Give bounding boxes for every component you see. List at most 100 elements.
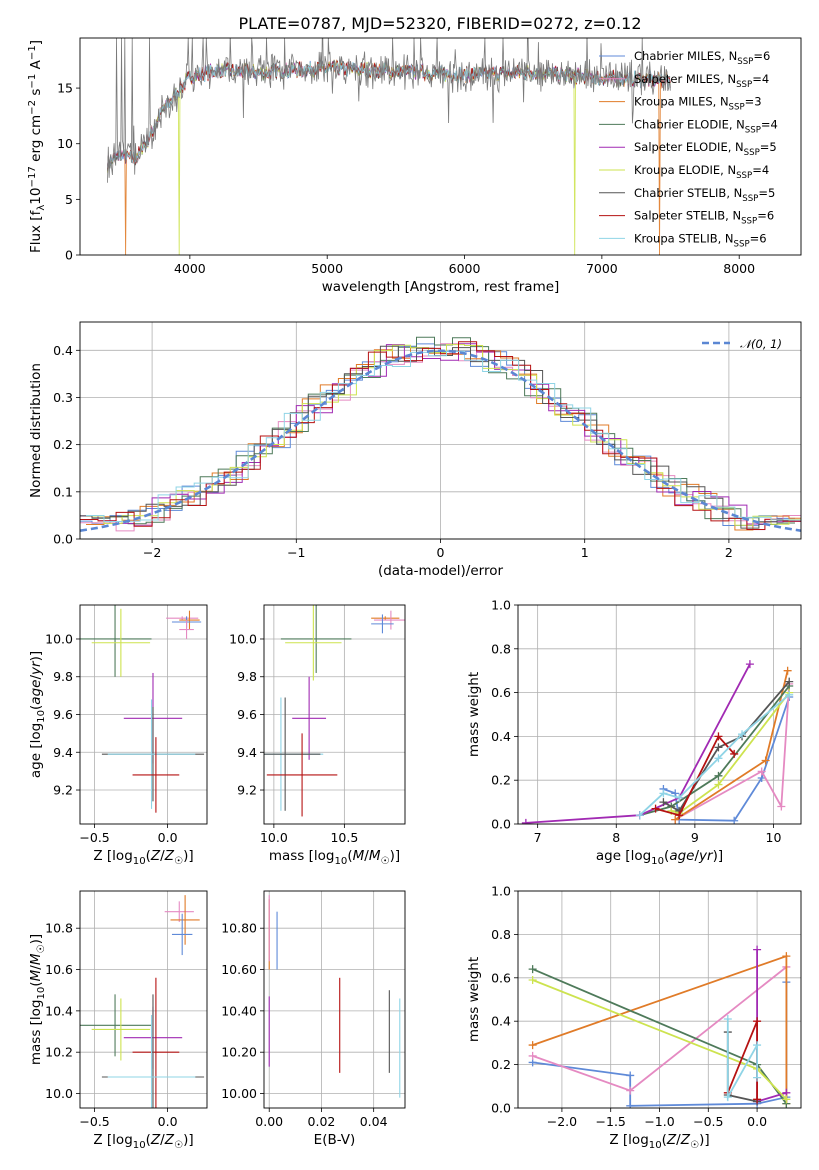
weight-metal-panel: −2.0 −1.5 −1.0 −0.5 0.0 0.0 0.2 0.4 0.6 0.8 1.0 Z […	[466, 884, 802, 1151]
mass-metal-ytick-label: 10.8	[45, 921, 73, 936]
age-mass-xtick-label: 10.5	[330, 830, 358, 845]
residuals-ylabel: Normed distribution	[28, 363, 44, 498]
weight-metal-point-marker	[753, 1095, 762, 1104]
weight-age-ytick-label: 0.8	[491, 641, 511, 656]
weight-metal-ytick-label: 1.0	[491, 884, 511, 899]
spectrum-ytick-label: 5	[65, 192, 73, 207]
weight-age-point-marker	[714, 743, 723, 752]
age-metal-frame	[79, 604, 208, 825]
weight-age-series-line	[663, 696, 791, 822]
residuals-xlabel: (data-model)/error	[378, 563, 504, 579]
age-metal-xtick-label: −0.5	[79, 830, 109, 845]
spectrum-xtick-label: 7000	[586, 261, 618, 276]
weight-metal-ytick-label: 0.4	[491, 1014, 511, 1029]
weight-metal-series-line	[756, 949, 787, 1103]
weight-metal-point-marker	[753, 1073, 762, 1082]
mass-ebv-ytick-label: 10.40	[221, 1003, 257, 1018]
age-mass-ytick-label: 9.4	[237, 745, 257, 760]
mass-ebv-xtick-label: 0.00	[255, 1114, 283, 1129]
spectrum-ytick-label: 0	[65, 248, 73, 263]
residuals-ytick-label: 0.1	[53, 484, 73, 499]
weight-metal-xtick-label: 0.0	[747, 1114, 767, 1129]
mass-metal-plot-area	[80, 895, 205, 1108]
residuals-panel: −2 −1 0 1 2 0.0 0.1 0.2 0.3 0.4 (data-model)/error…	[28, 321, 802, 579]
weight-age-point-marker	[757, 767, 766, 776]
residuals-frame	[79, 321, 802, 540]
mass-metal-xtick-label: 0.0	[158, 1114, 178, 1129]
weight-metal-ytick-label: 0.2	[491, 1057, 511, 1072]
mass-ebv-ytick-label: 10.60	[221, 962, 257, 977]
weight-metal-point-marker	[753, 1017, 762, 1026]
legend-label: Chabrier MILES, NSSP=6	[634, 49, 770, 67]
age-mass-ytick-label: 10.0	[229, 631, 257, 646]
weight-age-ytick-label: 1.0	[491, 598, 511, 613]
legend-label: Salpeter MILES, NSSP=4	[634, 72, 769, 90]
mass-metal-xlabel: Z [log10(Z/Z☉)]	[93, 1132, 193, 1151]
weight-age-point-marker	[651, 804, 660, 813]
model-spectrum-line	[107, 59, 671, 255]
age-mass-plot-area	[264, 605, 405, 817]
weight-age-xtick-label: 7	[534, 830, 542, 845]
age-metal-ylabel: age [log10(age/yr)]	[28, 651, 47, 778]
observed-spectrum-line	[107, 38, 671, 183]
legend-label: Salpeter STELIB, NSSP=6	[634, 209, 774, 227]
weight-metal-point-marker	[723, 1093, 732, 1102]
mass-metal-panel: −0.5 0.0 10.0 10.2 10.4 10.6 10.8 Z [log10(Z/Z☉…	[28, 890, 208, 1151]
mass-metal-ytick-label: 10.4	[45, 1003, 73, 1018]
age-metal-plot-area	[80, 605, 205, 813]
mass-metal-ylabel: mass [log10(M/M☉)]	[28, 934, 47, 1065]
age-mass-panel: 10.0 10.5 9.2 9.4 9.6 9.8 10.0 mass [log10(M/M☉…	[229, 604, 406, 867]
weight-age-ytick-label: 0.4	[491, 729, 511, 744]
weight-age-point-marker	[714, 732, 723, 741]
weight-metal-xtick-label: −0.5	[693, 1114, 723, 1129]
weight-metal-point-marker	[626, 1071, 635, 1080]
spectrum-xtick-label: 4000	[174, 261, 206, 276]
spectrum-xlabel: wavelength [Angstrom, rest frame]	[322, 279, 560, 295]
mass-ebv-ytick-label: 10.80	[221, 921, 257, 936]
weight-age-point-marker	[777, 802, 786, 811]
weight-age-series-line	[639, 694, 790, 816]
weight-age-point-marker	[675, 811, 684, 820]
weight-age-series-line	[655, 734, 735, 817]
weight-metal-xtick-label: −2.0	[547, 1114, 577, 1129]
weight-metal-point-marker	[528, 1051, 537, 1060]
mass-ebv-ytick-label: 10.20	[221, 1045, 257, 1060]
weight-age-ytick-label: 0.6	[491, 685, 511, 700]
mass-ebv-frame	[263, 890, 406, 1109]
age-metal-ytick-label: 10.0	[45, 631, 73, 646]
weight-metal-frame	[517, 890, 802, 1109]
spectrum-frame	[79, 37, 802, 256]
weight-age-xlabel: age [log10(age/yr)]	[596, 848, 723, 867]
residuals-ytick-label: 0.3	[53, 390, 73, 405]
weight-age-xtick-label: 8	[612, 830, 620, 845]
age-mass-ytick-label: 9.6	[237, 707, 257, 722]
weight-metal-point-marker	[528, 975, 537, 984]
spectrum-ylabel: Flux [fλ10−17 erg cm−2 s−1 A−1]	[27, 40, 47, 253]
weight-metal-point-marker	[782, 952, 791, 961]
age-mass-xlabel: mass [log10(M/M☉)]	[269, 848, 400, 867]
weight-age-series-line	[674, 683, 791, 821]
mass-metal-ytick-label: 10.6	[45, 962, 73, 977]
weight-metal-point-marker	[782, 1095, 791, 1104]
residual-histogram-line	[86, 350, 801, 522]
spectrum-legend: Chabrier MILES, NSSP=6 Salpeter MILES, NS…	[599, 49, 778, 249]
weight-age-point-marker	[521, 818, 530, 824]
weight-metal-ytick-label: 0.0	[491, 1101, 511, 1116]
normal-curve-line	[80, 349, 801, 532]
weight-metal-xtick-label: −1.5	[596, 1114, 626, 1129]
residuals-ytick-label: 0.2	[53, 437, 73, 452]
legend-label: Chabrier ELODIE, NSSP=4	[634, 117, 778, 135]
weight-age-point-marker	[761, 756, 770, 765]
spectrum-xtick-label: 5000	[311, 261, 343, 276]
weight-metal-point-marker	[753, 945, 762, 954]
weight-age-ytick-label: 0.2	[491, 773, 511, 788]
mass-ebv-plot-area	[268, 895, 401, 1098]
residuals-xtick-label: 0	[437, 545, 445, 560]
weight-age-point-marker	[714, 771, 723, 780]
spectrum-panel: 4000 5000 6000 7000 8000 0 5 10 15 wavelength [An…	[27, 37, 802, 295]
age-mass-ytick-label: 9.2	[237, 783, 257, 798]
weight-age-point-marker	[659, 798, 668, 807]
weight-metal-point-marker	[626, 1086, 635, 1095]
weight-metal-point-marker	[753, 1041, 762, 1050]
spectrum-xtick-label: 6000	[449, 261, 481, 276]
